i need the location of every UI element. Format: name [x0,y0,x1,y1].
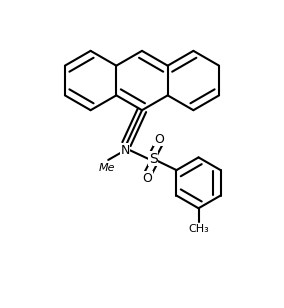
Text: O: O [154,132,164,145]
Text: S: S [149,152,158,166]
Text: O: O [143,172,153,185]
Text: CH₃: CH₃ [188,224,209,234]
Text: Me: Me [99,163,115,173]
Text: N: N [120,144,130,157]
